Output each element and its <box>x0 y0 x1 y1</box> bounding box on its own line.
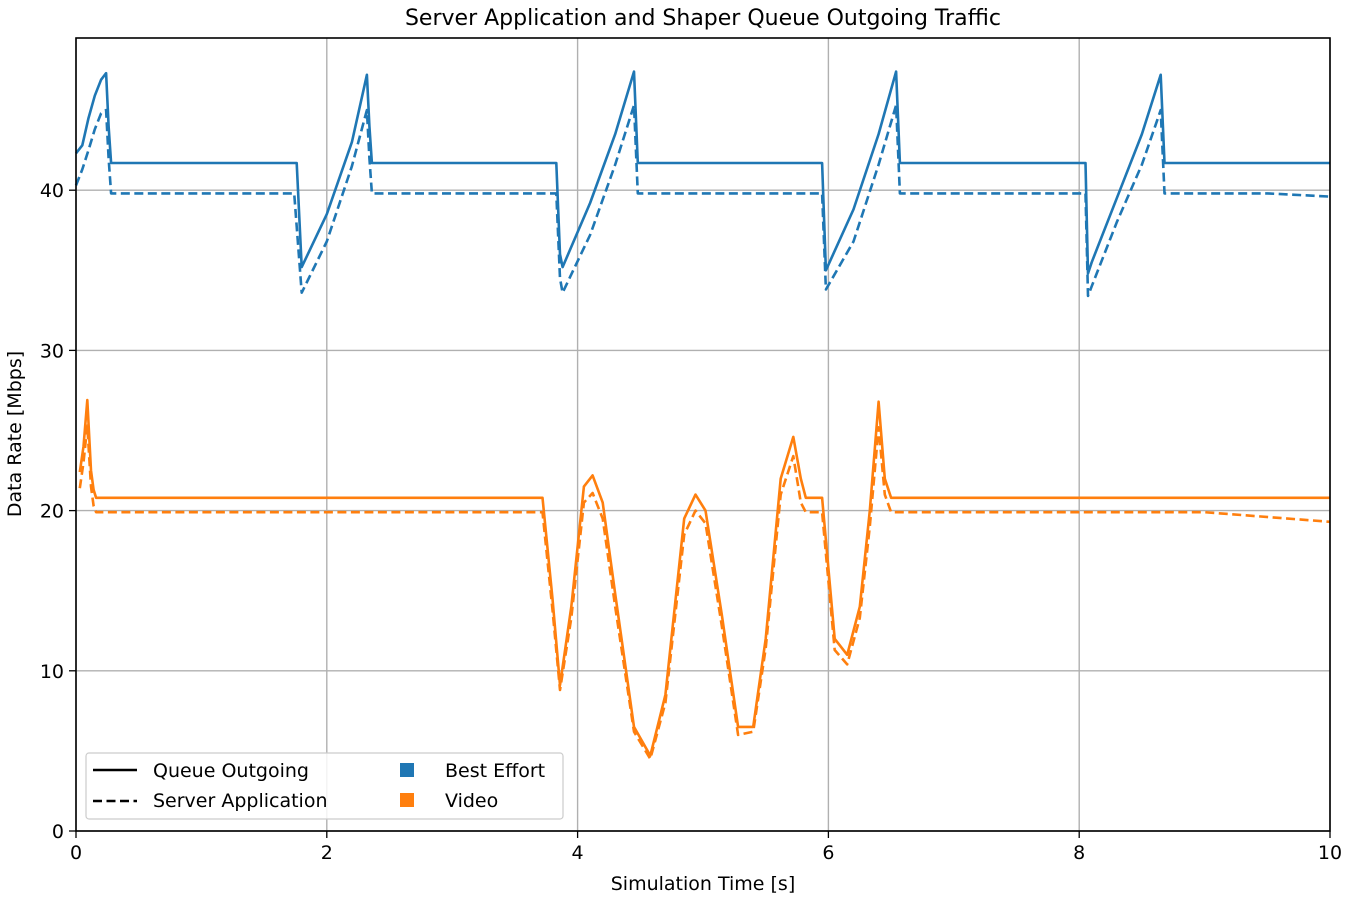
chart-title: Server Application and Shaper Queue Outg… <box>405 6 1001 31</box>
legend: Queue Outgoing Server Application Best E… <box>85 752 564 820</box>
y-tick-label: 40 <box>40 180 64 202</box>
y-tick-label: 0 <box>52 821 64 843</box>
plot-frame <box>75 37 1331 832</box>
y-tick-label: 20 <box>40 501 64 523</box>
y-tick-label: 30 <box>40 340 64 362</box>
x-tick-label: 2 <box>321 842 333 864</box>
y-tick-label: 10 <box>40 661 64 683</box>
x-tick-label: 0 <box>70 842 82 864</box>
x-tick-label: 6 <box>822 842 834 864</box>
best-effort-server-application-line <box>74 104 1331 298</box>
legend-label-queue-outgoing: Queue Outgoing <box>153 760 309 782</box>
axis-ticks: 0 2 4 6 8 10 0 10 20 30 40 <box>40 180 1342 864</box>
grid-lines <box>75 38 1331 832</box>
x-tick-label: 10 <box>1318 842 1342 864</box>
video-queue-outgoing-line <box>78 398 1330 758</box>
legend-swatch-best-effort <box>400 763 414 777</box>
legend-swatch-video <box>400 793 414 807</box>
legend-label-best-effort: Best Effort <box>445 760 545 782</box>
legend-box <box>85 752 564 820</box>
legend-label-video: Video <box>445 790 498 812</box>
y-axis-title: Data Rate [Mbps] <box>4 351 26 517</box>
legend-label-server-application: Server Application <box>153 790 328 812</box>
x-axis-title: Simulation Time [s] <box>611 873 796 895</box>
x-tick-label: 8 <box>1073 842 1085 864</box>
video-server-application-line <box>78 424 1331 761</box>
best-effort-queue-outgoing-line <box>74 70 1330 275</box>
series-lines <box>74 70 1331 761</box>
x-tick-label: 4 <box>572 842 584 864</box>
